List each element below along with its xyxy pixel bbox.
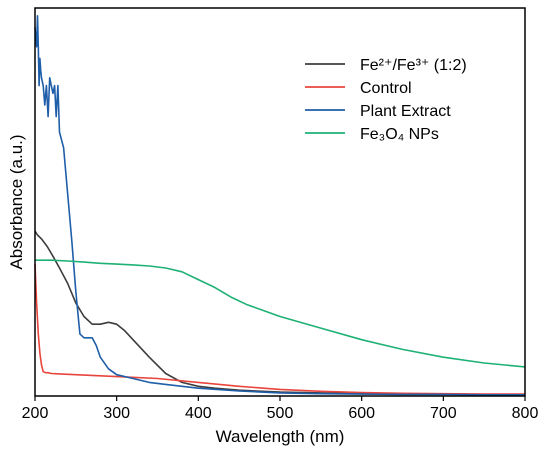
x-tick-label-300: 300	[103, 405, 130, 422]
x-axis-title: Wavelength (nm)	[216, 427, 345, 446]
legend-label-3: Plant Extract	[360, 103, 451, 120]
x-tick-label-400: 400	[185, 405, 212, 422]
legend: Fe²⁺/Fe³⁺ (1:2) Control Plant Extract Fe₃O₄…	[305, 57, 467, 143]
x-tick-label-200: 200	[22, 405, 49, 422]
x-tick-label-800: 800	[512, 405, 539, 422]
series-line-1	[34, 230, 525, 396]
x-tick-label-600: 600	[348, 405, 375, 422]
legend-label-2: Control	[360, 80, 412, 97]
series-line-4	[35, 259, 526, 368]
x-tick-label-500: 500	[267, 405, 294, 422]
x-tick-label-700: 700	[430, 405, 457, 422]
legend-label-1: Fe²⁺/Fe³⁺ (1:2)	[360, 57, 467, 74]
y-axis-title: Absorbance (a.u.)	[7, 134, 26, 269]
series-line-3	[34, 15, 525, 396]
series-layer	[34, 15, 526, 396]
series-line-2	[34, 264, 525, 395]
legend-label-4: Fe₃O₄ NPs	[360, 126, 439, 143]
x-axis-ticks: 200 300 400 500 600 700 800	[22, 396, 539, 422]
